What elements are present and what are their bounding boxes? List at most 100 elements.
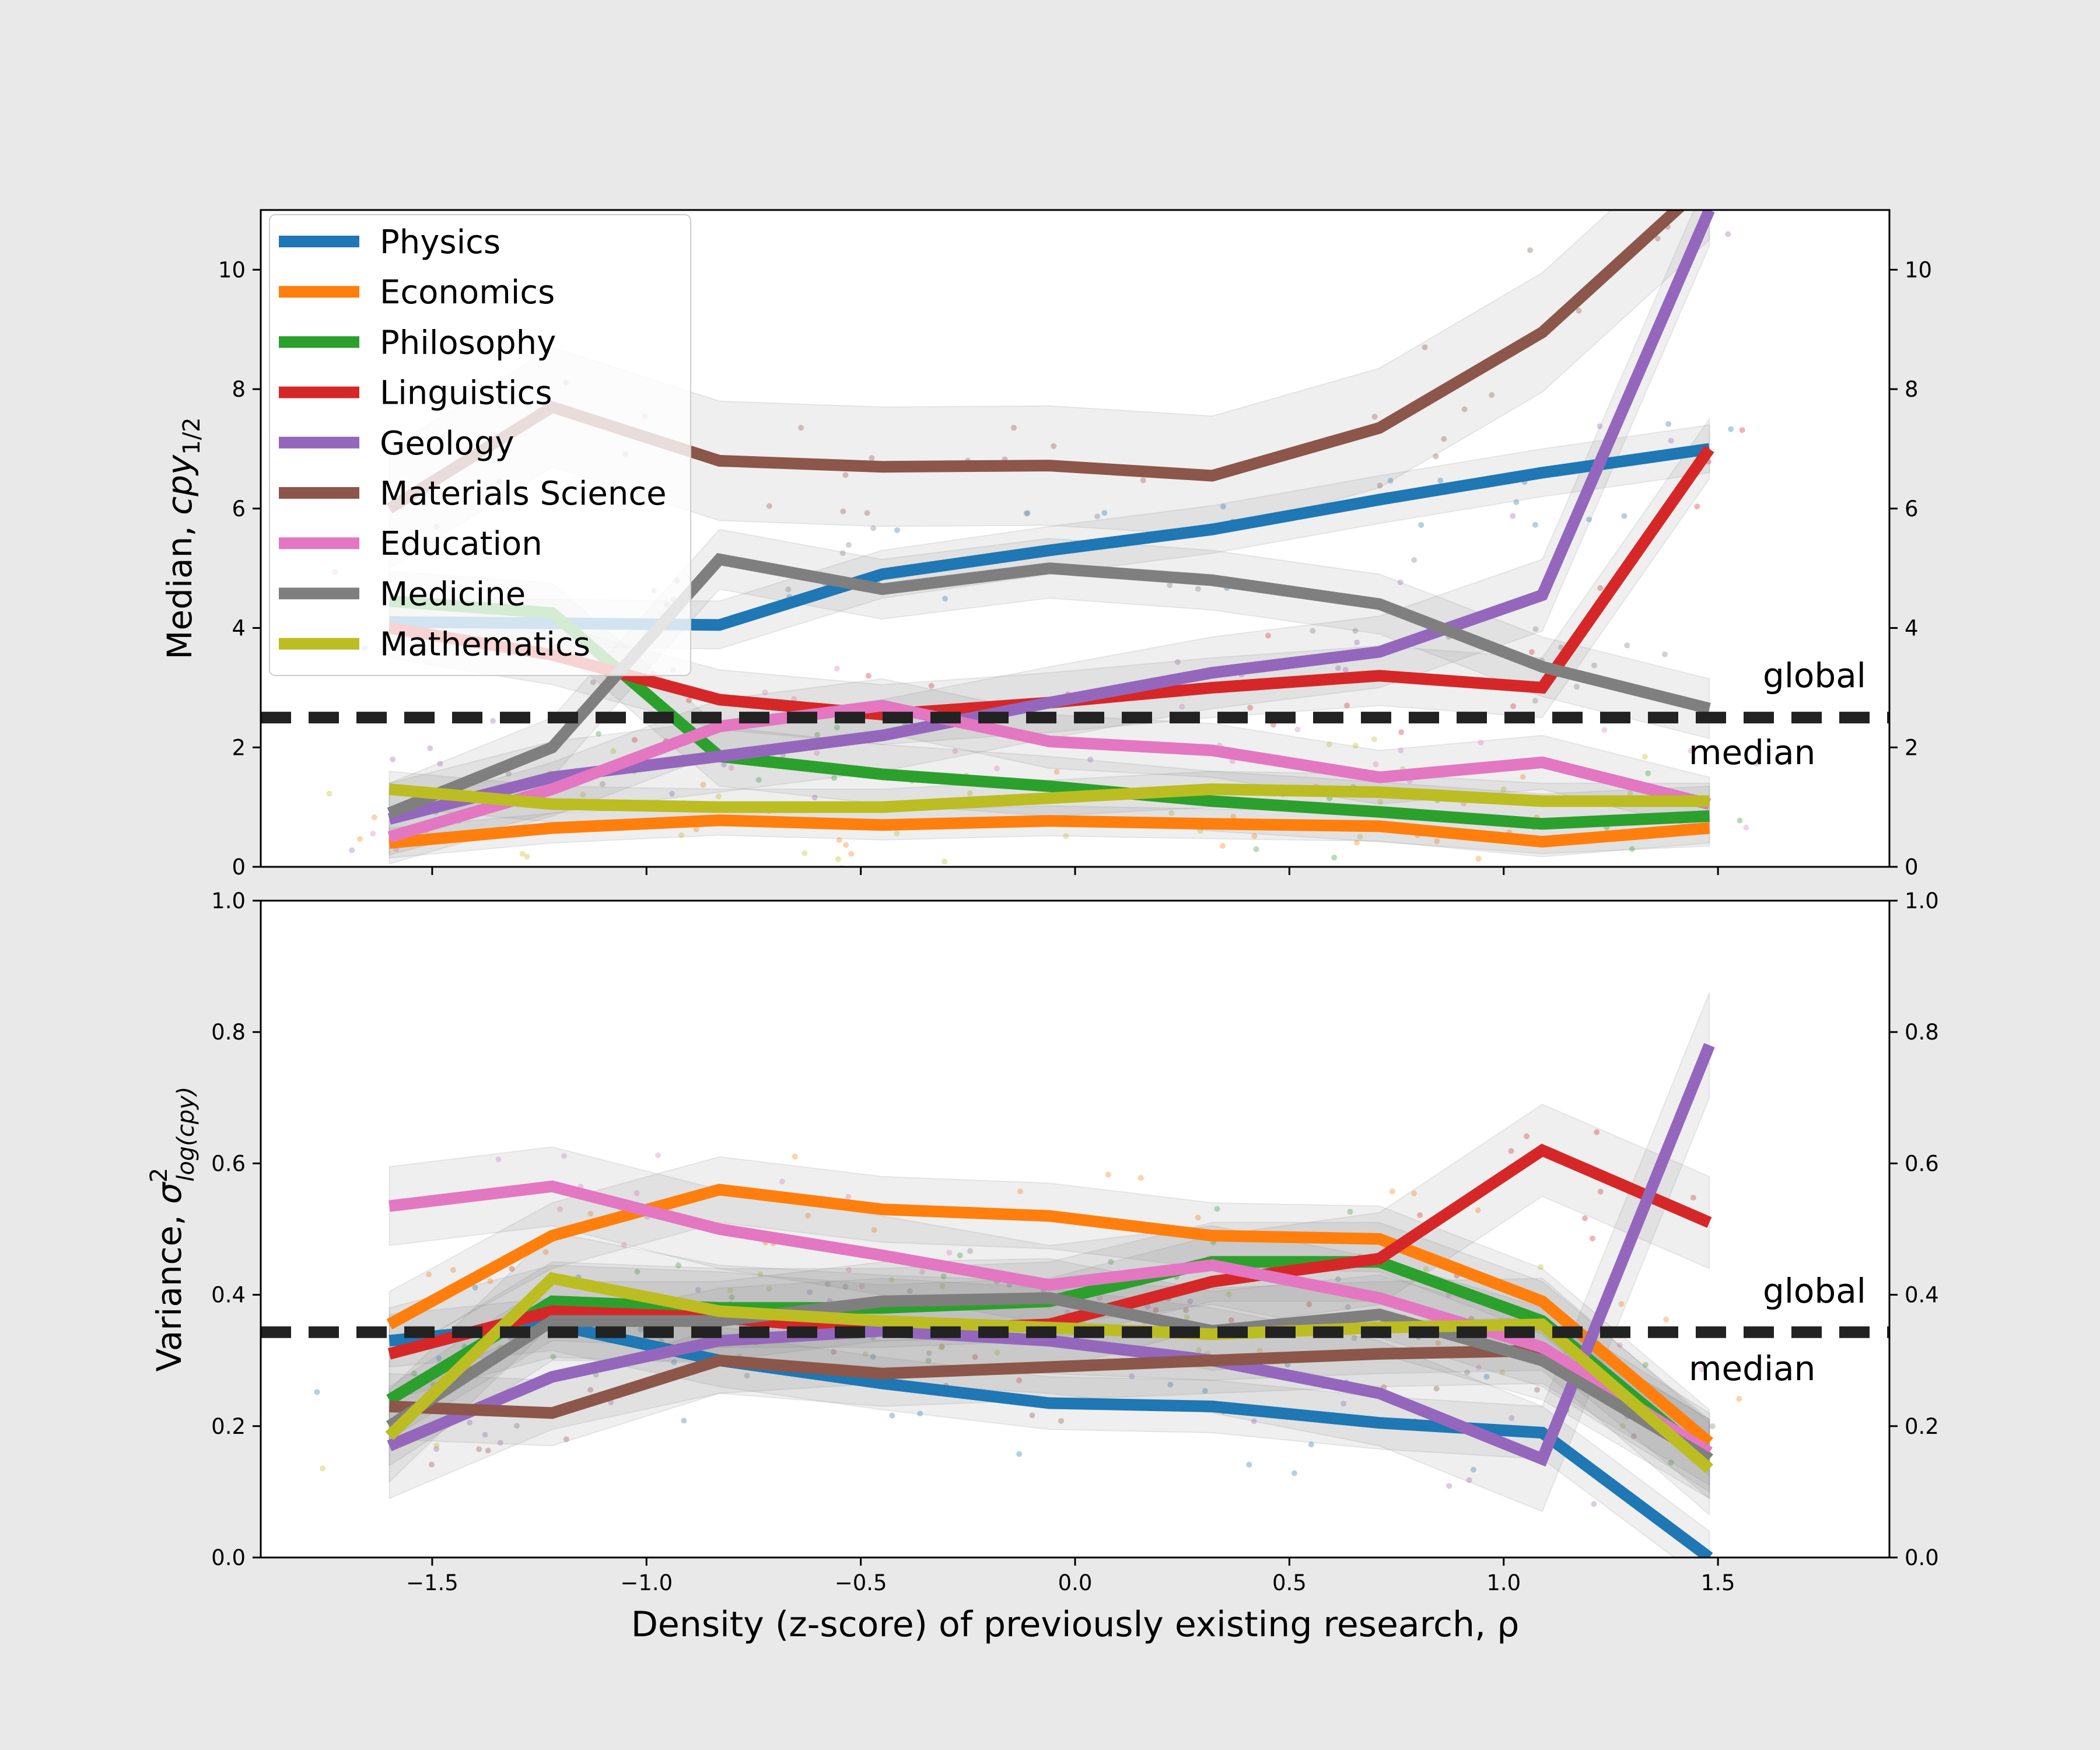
scatter-point <box>864 510 870 516</box>
scatter-point <box>1418 522 1424 528</box>
scatter-point <box>1591 1501 1597 1507</box>
variance-y-axis-label: Variance, σ2log(cpy) <box>146 1087 200 1372</box>
scatter-point <box>1619 1423 1626 1429</box>
scatter-point <box>590 679 596 685</box>
scatter-point <box>785 586 792 593</box>
scatter-point <box>727 1287 733 1294</box>
legend-label-philosophy: Philosophy <box>380 324 556 362</box>
scatter-point <box>638 1326 644 1333</box>
annotation-global-bottom: global <box>1763 1271 1866 1311</box>
y-tick-label-right: 1.0 <box>1905 888 1939 914</box>
scatter-point <box>869 455 875 461</box>
y-tick-label-right: 6 <box>1905 496 1919 522</box>
scatter-point <box>939 1283 946 1289</box>
scatter-point <box>1624 642 1630 649</box>
scatter-point <box>563 1436 569 1443</box>
scatter-point <box>1344 702 1350 709</box>
scatter-point <box>1340 1401 1347 1407</box>
scatter-point <box>939 1343 945 1350</box>
legend: Physics Economics Philosophy Linguistics Geo… <box>269 214 691 676</box>
scatter-point <box>490 718 496 724</box>
scatter-point <box>1433 453 1439 460</box>
scatter-point <box>1433 1385 1440 1392</box>
scatter-point <box>870 1353 876 1360</box>
scatter-point <box>1387 478 1394 484</box>
y-tick-label-right: 4 <box>1905 616 1919 641</box>
variance-ylabel-prefix: Variance, <box>149 1204 189 1371</box>
scatter-point <box>550 1354 556 1360</box>
scatter-point <box>831 775 837 781</box>
scatter-point <box>1251 833 1258 839</box>
scatter-point <box>1326 741 1332 747</box>
series-line-education <box>387 699 1711 843</box>
scatter-point <box>1422 344 1428 351</box>
scatter-point <box>993 765 1000 772</box>
scatter-point <box>495 1156 502 1163</box>
scatter-point <box>587 1210 594 1217</box>
scatter-point <box>729 1294 735 1300</box>
scatter-point <box>505 771 512 777</box>
scatter-point <box>1642 1362 1648 1368</box>
scatter-point <box>524 853 530 860</box>
scatter-point <box>1478 740 1484 746</box>
y-tick-label-right: 8 <box>1905 377 1919 402</box>
scatter-point <box>811 794 818 801</box>
y-tick-label-left: 10 <box>218 257 246 282</box>
scatter-point <box>1534 1387 1540 1393</box>
variance-plot-background <box>261 901 1889 1558</box>
scatter-point <box>1739 427 1745 433</box>
x-tick-label: 0.5 <box>1272 1570 1307 1595</box>
scatter-point <box>1513 499 1520 505</box>
scatter-point <box>1024 510 1031 516</box>
scatter-point <box>557 1206 563 1212</box>
y-tick-label-left: 0.2 <box>211 1414 246 1439</box>
scatter-point <box>693 826 699 832</box>
variance-axis-ticks: 0.0 0.0 0.2 0.2 0.4 0.4 0.6 0.6 0.8 0.8 1.0 1.0 −1.5… <box>211 888 1939 1595</box>
scatter-point <box>1629 846 1635 852</box>
scatter-point <box>433 1443 440 1449</box>
scatter-point <box>1520 774 1526 780</box>
x-tick-label: 1.0 <box>1486 1570 1521 1595</box>
scatter-point <box>1251 1418 1257 1424</box>
scatter-point <box>1499 1369 1506 1376</box>
scatter-point <box>1434 838 1440 845</box>
annotation-median-top: median <box>1689 733 1815 772</box>
scatter-point <box>695 1287 701 1293</box>
y-tick-label-left: 0.0 <box>211 1545 246 1570</box>
scatter-point <box>1423 1266 1429 1272</box>
scatter-point <box>1597 1188 1604 1195</box>
scatter-point <box>632 737 638 743</box>
scatter-point <box>1627 790 1633 797</box>
scatter-point <box>1101 510 1108 516</box>
y-tick-label-right: 10 <box>1905 257 1932 282</box>
scatter-point <box>1389 1188 1395 1195</box>
scatter-point <box>1594 1129 1600 1135</box>
scatter-point <box>436 1355 442 1362</box>
scatter-point <box>843 842 849 848</box>
legend-label-education: Education <box>380 525 542 563</box>
scatter-point <box>1582 1215 1588 1222</box>
scatter-point <box>320 1465 326 1472</box>
scatter-point <box>946 1250 953 1256</box>
scatter-point <box>1398 729 1405 736</box>
scatter-point <box>1308 1441 1314 1448</box>
variance-panel: 0.0 0.0 0.2 0.2 0.4 0.4 0.6 0.6 0.8 0.8 1.0 1.0 −1.5… <box>146 888 1939 1645</box>
median-ylabel-symbol: cpy <box>160 454 200 515</box>
scatter-point <box>487 1278 494 1284</box>
scatter-point <box>1010 425 1017 431</box>
y-tick-label-right: 0.8 <box>1905 1020 1939 1045</box>
scatter-point <box>1590 1236 1595 1242</box>
scatter-point <box>514 1423 520 1429</box>
scatter-point <box>957 1252 963 1258</box>
scatter-point <box>1226 1291 1232 1297</box>
scatter-point <box>1598 893 1604 899</box>
scatter-point <box>894 830 900 836</box>
scatter-point <box>839 550 846 556</box>
scatter-point <box>1144 1304 1151 1310</box>
scatter-point <box>482 1432 488 1438</box>
scatter-point <box>1489 392 1495 398</box>
scatter-point <box>1397 579 1404 586</box>
scatter-point <box>467 1419 473 1426</box>
series-line-economics <box>386 1184 1713 1447</box>
